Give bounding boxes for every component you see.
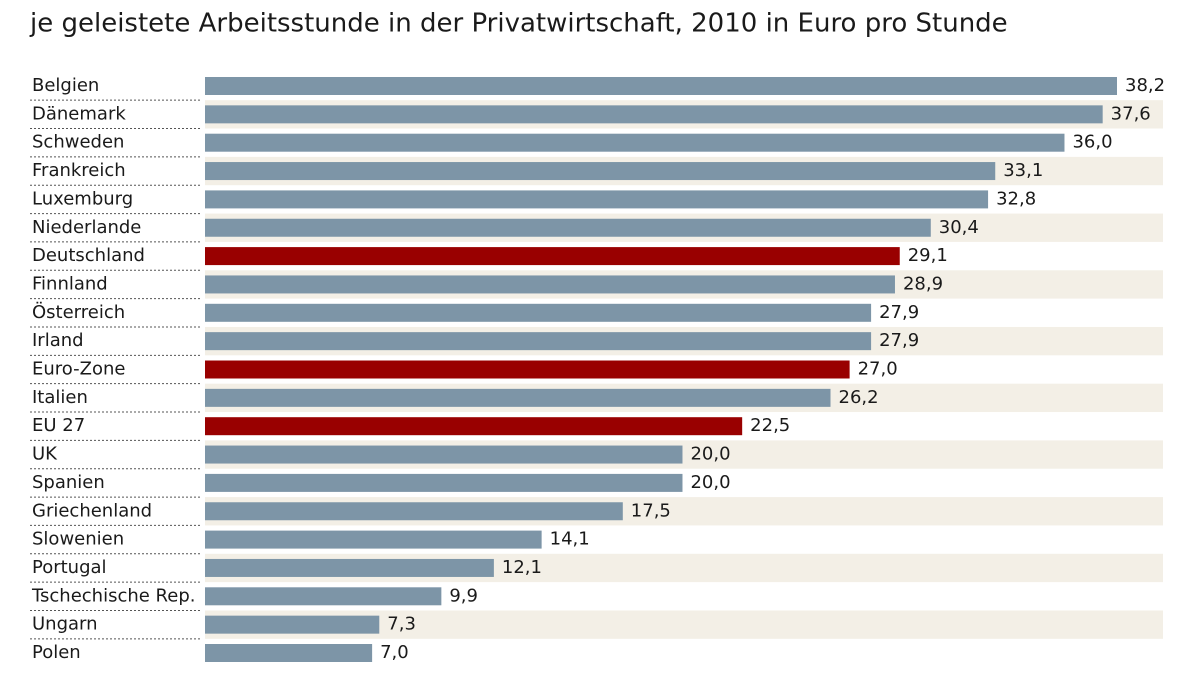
category-label: Tschechische Rep. bbox=[31, 585, 195, 606]
category-label: Irland bbox=[32, 330, 84, 351]
category-label: Griechenland bbox=[32, 500, 152, 521]
bar bbox=[205, 417, 743, 436]
category-label: Portugal bbox=[32, 557, 107, 578]
bar bbox=[205, 133, 1065, 152]
value-label: 14,1 bbox=[550, 529, 590, 550]
value-label: 22,5 bbox=[750, 415, 790, 436]
category-label: Frankreich bbox=[32, 160, 126, 181]
value-label: 28,9 bbox=[903, 273, 943, 294]
bar bbox=[205, 530, 542, 549]
bar bbox=[205, 473, 683, 492]
category-label: Deutschland bbox=[32, 245, 145, 266]
bar bbox=[205, 332, 872, 351]
category-label: Italien bbox=[32, 387, 88, 408]
category-label: Finnland bbox=[32, 273, 108, 294]
category-label: Niederlande bbox=[32, 217, 141, 238]
category-label: Polen bbox=[32, 642, 81, 663]
category-label: Luxemburg bbox=[32, 188, 133, 209]
category-label: Slowenien bbox=[32, 529, 124, 550]
bar bbox=[205, 190, 989, 209]
bar bbox=[205, 644, 373, 662]
bar bbox=[205, 105, 1103, 124]
bar bbox=[205, 275, 895, 294]
value-label: 27,9 bbox=[879, 302, 919, 323]
value-label: 37,6 bbox=[1111, 103, 1151, 124]
bar bbox=[205, 77, 1117, 95]
value-label: 12,1 bbox=[502, 557, 542, 578]
value-label: 26,2 bbox=[839, 387, 879, 408]
value-label: 20,0 bbox=[690, 472, 730, 493]
bar bbox=[205, 558, 494, 577]
value-label: 36,0 bbox=[1072, 132, 1112, 153]
value-label: 30,4 bbox=[939, 217, 979, 238]
value-label: 7,0 bbox=[380, 642, 409, 663]
bar bbox=[205, 388, 831, 407]
value-label: 27,0 bbox=[858, 359, 898, 380]
value-label: 20,0 bbox=[690, 444, 730, 465]
category-label: Schweden bbox=[32, 132, 124, 153]
value-label: 38,2 bbox=[1125, 75, 1165, 96]
bar bbox=[205, 587, 442, 606]
bar bbox=[205, 445, 683, 464]
bar bbox=[205, 502, 623, 521]
value-label: 27,9 bbox=[879, 330, 919, 351]
bar bbox=[205, 360, 850, 379]
category-label: EU 27 bbox=[32, 415, 85, 436]
bar bbox=[205, 218, 931, 237]
value-label: 32,8 bbox=[996, 188, 1036, 209]
category-label: Dänemark bbox=[32, 103, 126, 124]
value-label: 29,1 bbox=[908, 245, 948, 266]
category-label: UK bbox=[32, 444, 58, 465]
value-label: 9,9 bbox=[449, 585, 478, 606]
value-label: 7,3 bbox=[387, 614, 416, 635]
value-label: 17,5 bbox=[631, 500, 671, 521]
chart-title: je geleistete Arbeitsstunde in der Priva… bbox=[29, 9, 1008, 39]
category-label: Belgien bbox=[32, 75, 99, 96]
bar bbox=[205, 247, 900, 266]
category-label: Euro-Zone bbox=[32, 359, 125, 380]
category-label: Österreich bbox=[32, 301, 125, 323]
bar bbox=[205, 303, 872, 322]
category-label: Spanien bbox=[32, 472, 105, 493]
value-label: 33,1 bbox=[1003, 160, 1043, 181]
bar bbox=[205, 615, 380, 634]
bar bbox=[205, 162, 996, 181]
category-label: Ungarn bbox=[32, 614, 98, 635]
